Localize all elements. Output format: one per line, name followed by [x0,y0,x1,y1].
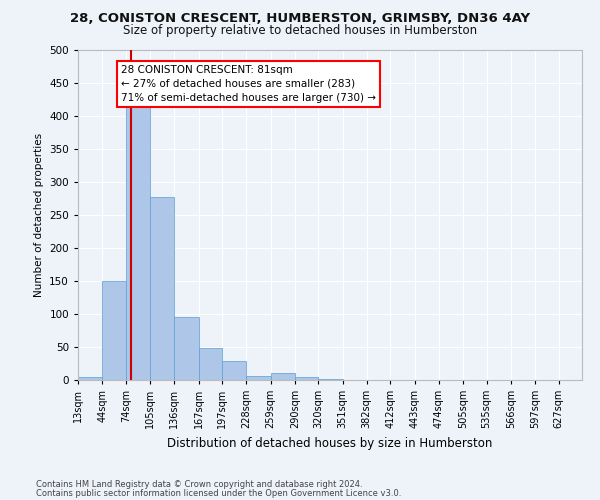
Text: Size of property relative to detached houses in Humberston: Size of property relative to detached ho… [123,24,477,37]
Text: Contains HM Land Registry data © Crown copyright and database right 2024.: Contains HM Land Registry data © Crown c… [36,480,362,489]
Bar [318,378,343,380]
Bar [126,103,150,380]
Bar [295,378,318,380]
Bar [271,374,295,380]
Text: 28 CONISTON CRESCENT: 81sqm
← 27% of detached houses are smaller (283)
71% of se: 28 CONISTON CRESCENT: 81sqm ← 27% of det… [121,65,376,103]
Text: 28, CONISTON CRESCENT, HUMBERSTON, GRIMSBY, DN36 4AY: 28, CONISTON CRESCENT, HUMBERSTON, GRIMS… [70,12,530,26]
Y-axis label: Number of detached properties: Number of detached properties [34,133,44,297]
Bar [222,361,246,380]
Bar [102,281,126,380]
Bar [78,376,102,380]
Text: Contains public sector information licensed under the Open Government Licence v3: Contains public sector information licen… [36,489,401,498]
Bar [246,376,271,380]
X-axis label: Distribution of detached houses by size in Humberston: Distribution of detached houses by size … [167,436,493,450]
Bar [150,196,174,380]
Bar [174,318,199,380]
Bar [199,348,222,380]
